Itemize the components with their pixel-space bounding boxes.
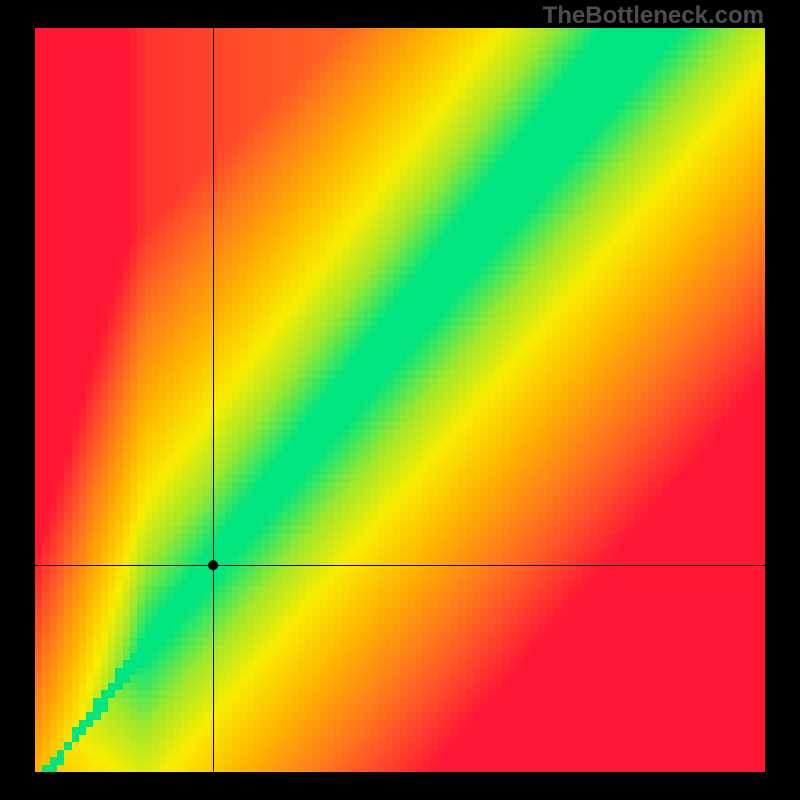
watermark-text: TheBottleneck.com [543,2,764,30]
chart-container: TheBottleneck.com [0,0,800,800]
bottleneck-heatmap [35,28,765,772]
